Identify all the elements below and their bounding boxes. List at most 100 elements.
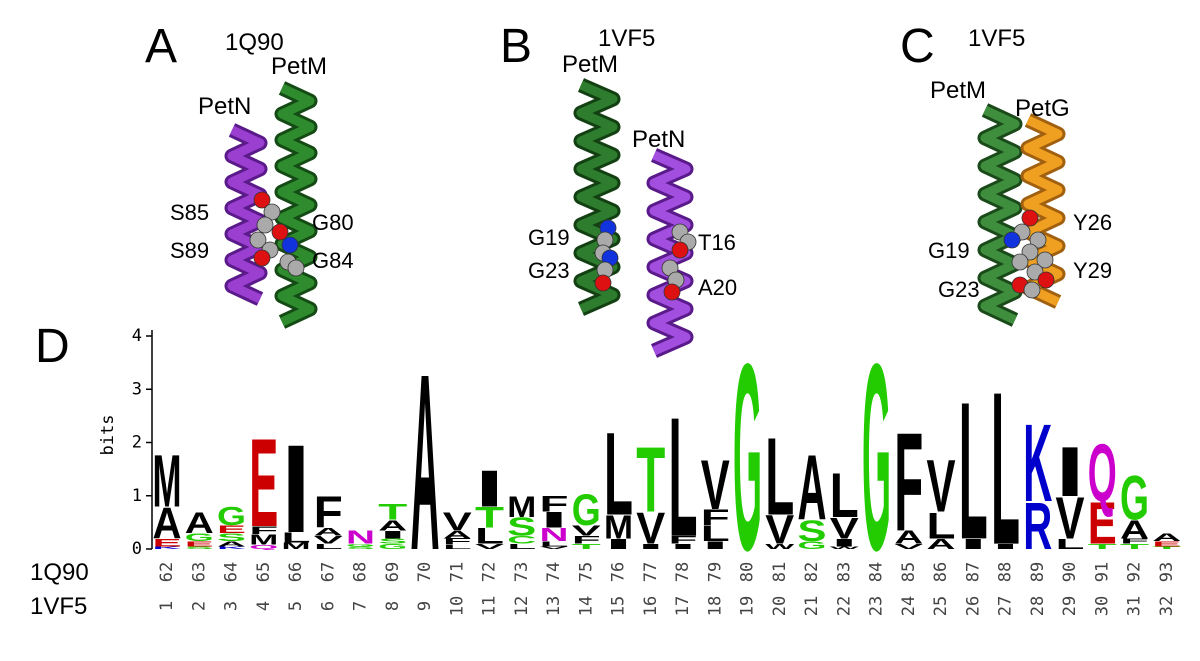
residue-label: S85 [170, 200, 209, 225]
pdb-id: 1VF5 [598, 25, 655, 52]
position-label: 26 [963, 596, 983, 616]
logo-letter: I [959, 536, 988, 553]
logo-letter: I [701, 539, 730, 551]
atom [256, 216, 274, 234]
panel-label: B [500, 20, 532, 73]
logo-letter: A [927, 536, 956, 553]
logo-letter: F [540, 492, 569, 517]
position-label: 2 [189, 601, 209, 611]
logo-letter: V [314, 534, 343, 546]
logo-letter: A [378, 517, 407, 534]
logo-letter: L [991, 346, 1020, 590]
logo-letter: L [507, 542, 536, 550]
logo-letter: G [1120, 463, 1149, 534]
position-label: 67 [318, 562, 338, 582]
residue-label: T16 [698, 230, 736, 255]
protein-label: PetM [271, 53, 327, 80]
logo-letter: M [249, 531, 278, 548]
logo-letter: G [798, 539, 827, 551]
logo-letter: S [798, 514, 827, 547]
y-axis-label: bits [98, 415, 118, 456]
logo-letter: L [475, 524, 504, 549]
structures [224, 78, 1066, 358]
position-label: 25 [931, 596, 951, 616]
logo-letter: R [1023, 489, 1052, 563]
position-label: 1 [157, 601, 177, 611]
y-tick-label: 2 [132, 433, 142, 453]
position-label: 86 [931, 562, 951, 582]
logo-letter: E [1152, 540, 1181, 548]
position-label: 71 [447, 562, 467, 582]
logo-letter: G [185, 531, 214, 543]
logo-letter: I [378, 529, 407, 541]
atom [594, 274, 612, 292]
position-label: 83 [834, 562, 854, 582]
atom [253, 191, 271, 209]
y-tick-label: 4 [132, 326, 142, 346]
logo-letter: K [153, 546, 182, 550]
residue-label: G80 [312, 210, 354, 235]
y-tick-label: 1 [132, 486, 142, 506]
logo-letter: A [411, 322, 440, 603]
logo-letter: M [153, 439, 182, 522]
logo-letter: A [894, 527, 923, 548]
position-label: 14 [576, 596, 596, 616]
logo-letter: L [604, 409, 633, 541]
position-label: 30 [1092, 596, 1112, 616]
logo-letter: G [378, 542, 407, 550]
logo-letter: V [765, 507, 794, 552]
atom [1011, 253, 1029, 271]
logo-letter: S [185, 546, 214, 550]
position-label: 92 [1125, 562, 1145, 582]
logo-letter: M [604, 508, 633, 545]
position-label: 18 [705, 596, 725, 616]
logo-letter: N [346, 527, 375, 548]
logo-letter: G [733, 308, 762, 606]
logo-letter: L [765, 415, 794, 539]
position-label: 8 [383, 601, 403, 611]
logo-letter: T [1088, 542, 1117, 550]
logo-letter: S [507, 513, 536, 542]
position-label: 62 [157, 562, 177, 582]
logo-letter: V [701, 446, 730, 524]
logo-letter: A [314, 526, 343, 538]
logo-letter: K [217, 546, 246, 550]
atom [671, 241, 689, 259]
position-label: 11 [480, 596, 500, 616]
logo-letter: A [1120, 515, 1149, 544]
pdb-id: 1Q90 [225, 29, 284, 56]
position-label: 13 [544, 596, 564, 616]
logo-letter: I [830, 537, 859, 549]
logo-letter: E [153, 537, 182, 549]
logo-letter: M [282, 541, 311, 551]
position-label: 93 [1157, 562, 1177, 582]
logo-letter: Q [249, 544, 278, 551]
logo-letter: I [991, 542, 1020, 550]
atom [1036, 251, 1054, 269]
position-label: 78 [673, 562, 693, 582]
logo-letter: E [217, 523, 246, 535]
logo-letter: T [572, 542, 601, 550]
position-label: 90 [1060, 562, 1080, 582]
logo-letter: N [540, 525, 569, 546]
logo-letter: K [1023, 401, 1052, 525]
position-label: 89 [1028, 562, 1048, 582]
position-label: 75 [576, 562, 596, 582]
position-label: 31 [1125, 596, 1145, 616]
logo-letter: L [701, 521, 730, 546]
logo-letter: I [604, 536, 633, 553]
position-label: 32 [1157, 596, 1177, 616]
row-label: 1VF5 [30, 593, 87, 620]
position-label: 17 [673, 596, 693, 616]
position-label: 73 [512, 562, 532, 582]
logo-letter: E [249, 413, 278, 554]
position-label: 68 [351, 562, 371, 582]
position-label: 72 [480, 562, 500, 582]
residue-label: Y26 [1073, 210, 1112, 235]
atom [1023, 281, 1041, 299]
logo-letter: S [346, 546, 375, 550]
logo-letter: L [669, 382, 698, 572]
row-label: 1Q90 [30, 559, 89, 586]
logo-letter: G [346, 543, 375, 547]
